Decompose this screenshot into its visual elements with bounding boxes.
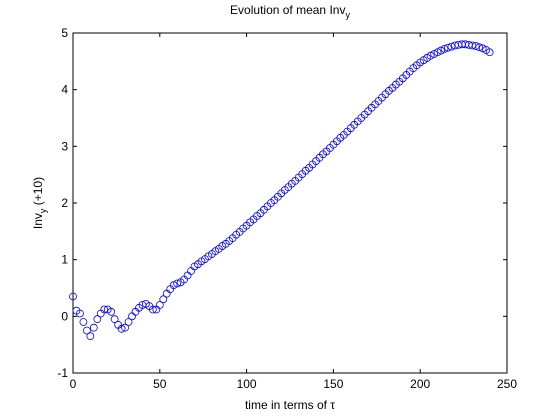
x-axis-label: time in terms of τ bbox=[245, 398, 335, 412]
data-point bbox=[444, 43, 452, 52]
data-point bbox=[159, 295, 168, 304]
data-point bbox=[187, 267, 195, 275]
data-point bbox=[121, 323, 129, 332]
x-tick-label: 0 bbox=[70, 377, 77, 391]
y-tick-label: 0 bbox=[61, 309, 68, 323]
data-point bbox=[76, 309, 84, 318]
data-point bbox=[155, 301, 164, 309]
data-point bbox=[162, 289, 171, 298]
y-label-subscript: y bbox=[38, 208, 48, 213]
data-point bbox=[100, 305, 109, 314]
data-point bbox=[124, 318, 133, 326]
data-point bbox=[89, 323, 98, 332]
y-tick-label: 4 bbox=[61, 83, 68, 97]
data-point bbox=[128, 312, 136, 321]
x-tick-label: 150 bbox=[323, 377, 343, 391]
chart-title: Evolution of mean Invy bbox=[230, 3, 350, 20]
data-point bbox=[110, 315, 119, 324]
data-point bbox=[430, 50, 438, 58]
data-point bbox=[117, 324, 126, 333]
data-point bbox=[478, 44, 487, 53]
data-point bbox=[475, 43, 484, 52]
y-label-main: Inv bbox=[31, 213, 45, 229]
title-subscript: y bbox=[345, 10, 350, 20]
y-tick-label: 1 bbox=[61, 253, 68, 267]
data-point bbox=[169, 281, 178, 290]
data-point bbox=[433, 48, 442, 57]
data-point bbox=[82, 326, 91, 335]
data-point bbox=[471, 42, 480, 50]
y-tick-label: 3 bbox=[61, 139, 68, 153]
data-point bbox=[437, 46, 445, 55]
data-point bbox=[93, 315, 102, 324]
data-point bbox=[173, 279, 182, 288]
data-point bbox=[107, 307, 116, 316]
axes-box bbox=[72, 32, 508, 374]
data-point bbox=[485, 48, 494, 57]
data-point bbox=[86, 332, 95, 341]
data-point bbox=[79, 318, 88, 326]
y-tick-label: -1 bbox=[57, 366, 68, 380]
x-tick-label: 50 bbox=[153, 377, 167, 391]
x-tick-label: 100 bbox=[237, 377, 257, 391]
y-tick-label: 5 bbox=[61, 26, 68, 40]
y-label-suffix: (+10) bbox=[31, 177, 45, 209]
data-point bbox=[426, 51, 435, 60]
data-point bbox=[440, 44, 449, 53]
y-tick-label: 2 bbox=[61, 196, 68, 210]
data-point bbox=[148, 305, 157, 314]
y-axis-label: Invy (+10) bbox=[31, 177, 48, 229]
data-point bbox=[69, 292, 77, 301]
x-tick-label: 250 bbox=[497, 377, 517, 391]
x-tick-label: 200 bbox=[410, 377, 430, 391]
title-main: Evolution of mean Inv bbox=[230, 3, 345, 17]
